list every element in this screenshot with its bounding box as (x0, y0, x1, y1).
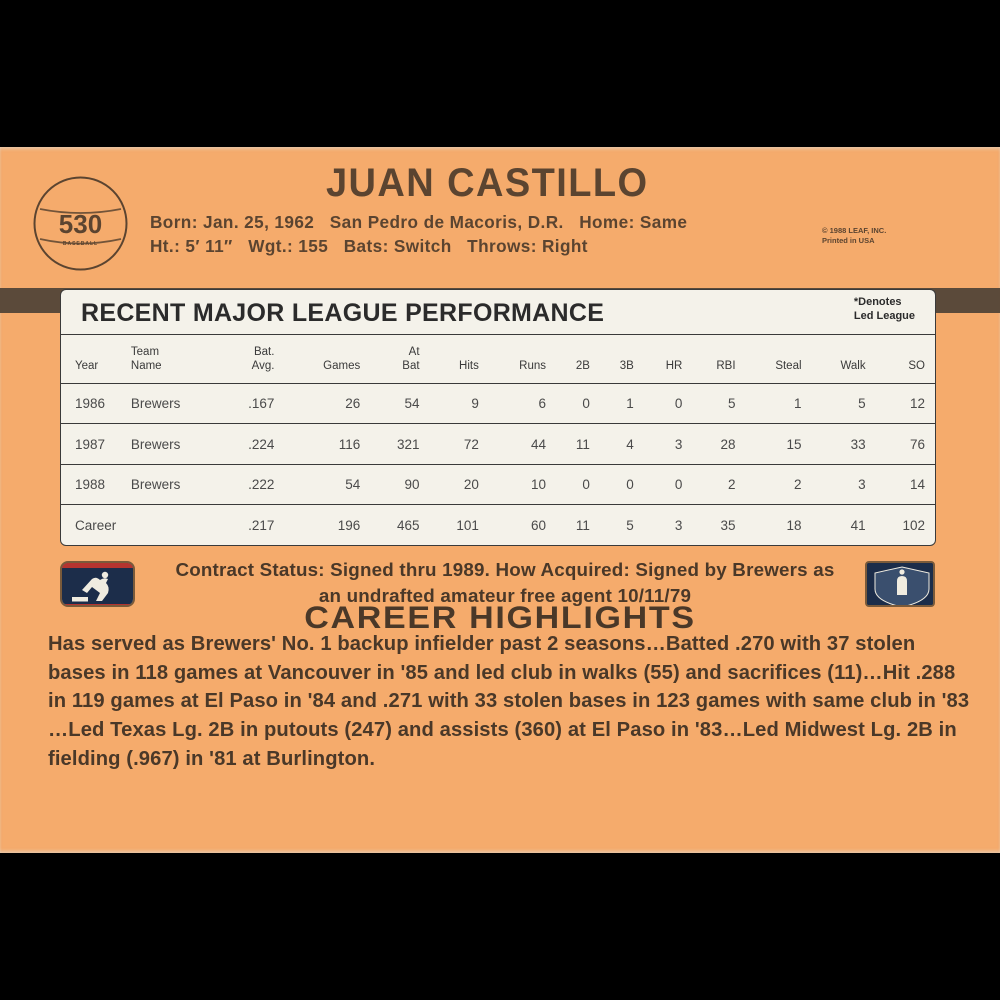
svg-text:530: 530 (59, 209, 102, 239)
svg-text:BASEBALL: BASEBALL (63, 241, 98, 247)
